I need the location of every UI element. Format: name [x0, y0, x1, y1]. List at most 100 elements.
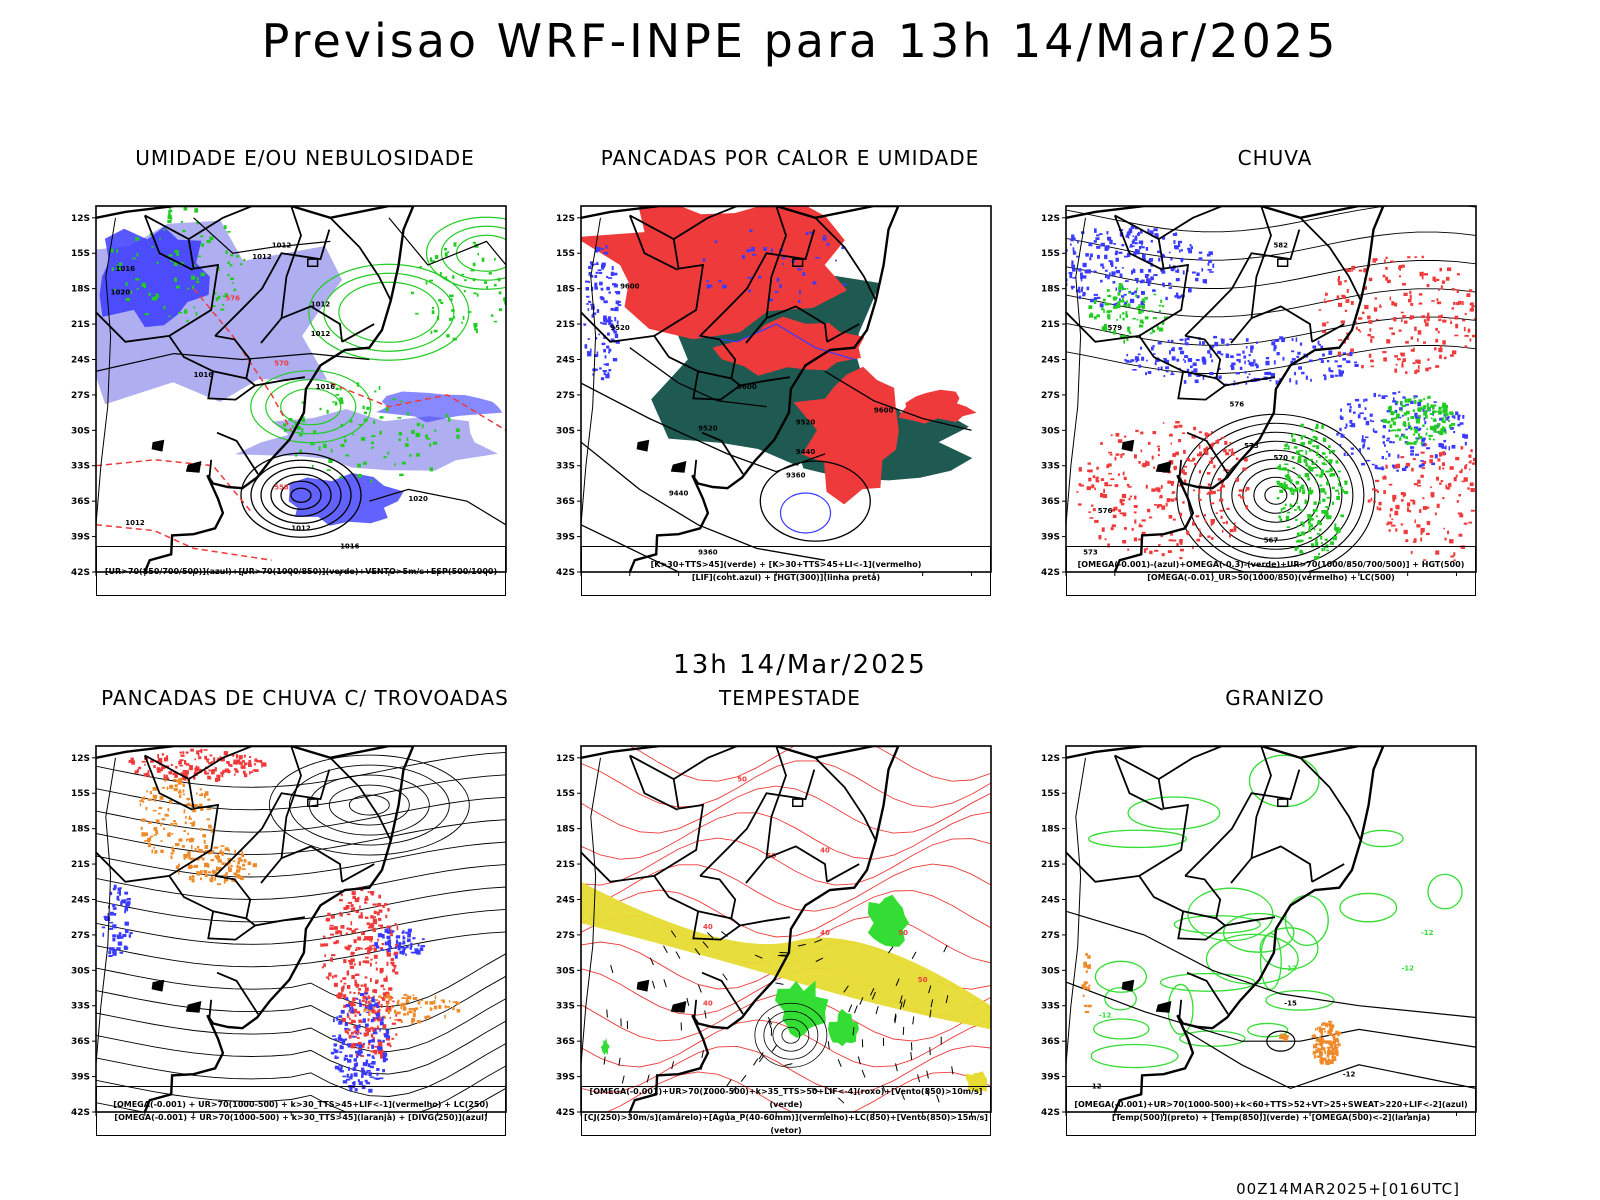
speckle — [1308, 468, 1313, 472]
speckle — [453, 242, 457, 247]
speckle — [242, 770, 246, 775]
speckle — [368, 939, 371, 942]
speckle — [1184, 338, 1187, 342]
speckle — [1308, 536, 1312, 539]
speckle — [1310, 523, 1313, 528]
temp850-contour — [1259, 927, 1319, 970]
speckle — [1169, 498, 1174, 501]
speckle — [148, 821, 152, 824]
speckle — [1491, 500, 1495, 504]
lat-label: 36S — [71, 1037, 90, 1047]
speckle — [417, 944, 420, 947]
speckle — [371, 944, 376, 947]
speckle — [1312, 345, 1317, 349]
speckle — [1437, 423, 1441, 426]
speckle — [1179, 512, 1183, 517]
speckle — [1320, 542, 1323, 545]
speckle — [188, 855, 191, 859]
streamline — [96, 886, 506, 923]
speckle — [1327, 1053, 1330, 1058]
speckle — [1463, 522, 1468, 525]
speckle — [1297, 474, 1301, 479]
speckle — [1319, 358, 1323, 361]
basemap — [581, 206, 900, 572]
speckle — [1085, 253, 1089, 257]
speckle — [191, 823, 195, 827]
speckle — [799, 290, 801, 295]
speckle — [362, 461, 367, 465]
speckle — [718, 279, 722, 283]
speckle — [173, 778, 177, 781]
speckle — [198, 756, 202, 759]
speckle — [587, 308, 590, 312]
speckle — [377, 1017, 382, 1022]
speckle — [214, 777, 219, 782]
speckle — [1420, 474, 1424, 478]
speckle — [1275, 380, 1278, 385]
speckle — [1152, 345, 1155, 348]
contour-label: 558 — [274, 483, 289, 491]
speckle — [1401, 360, 1404, 365]
speckle — [1426, 317, 1430, 322]
country-border — [1186, 971, 1229, 1015]
speckle — [1405, 539, 1409, 543]
speckle — [168, 771, 172, 775]
speckle — [1399, 407, 1403, 411]
speckle — [1183, 465, 1188, 468]
speckle — [1051, 267, 1053, 269]
speckle — [295, 453, 298, 457]
speckle — [1332, 535, 1337, 541]
speckle — [1390, 429, 1393, 432]
speckle — [368, 1072, 372, 1077]
speckle — [391, 1022, 396, 1025]
speckle — [1133, 511, 1137, 514]
speckle — [380, 1018, 383, 1021]
speckle — [232, 860, 236, 862]
speckle — [395, 939, 399, 944]
speckle — [599, 281, 603, 286]
speckle — [603, 318, 608, 323]
cyclone-vortex — [781, 1026, 801, 1044]
speckle — [384, 1033, 389, 1038]
speckle — [207, 863, 209, 868]
speckle — [167, 807, 170, 812]
speckle — [371, 1055, 375, 1059]
contour-label: 579 — [1107, 324, 1122, 332]
speckle — [1139, 319, 1144, 324]
speckle — [196, 872, 200, 876]
speckle — [1419, 509, 1422, 513]
speckle — [1312, 435, 1317, 439]
legend-line: [OMEGA(-0.01)_UR>50(1000/850)(vermelho) … — [1147, 573, 1395, 582]
speckle — [311, 465, 314, 468]
speckle — [1152, 431, 1157, 435]
speckle — [1367, 333, 1371, 337]
speckle — [1171, 500, 1175, 502]
country-border — [143, 755, 194, 811]
speckle — [357, 936, 362, 941]
speckle — [218, 295, 221, 300]
speckle — [382, 997, 386, 1001]
speckle — [1376, 506, 1379, 510]
speckle — [1353, 411, 1356, 414]
speckle — [153, 296, 158, 301]
speckle — [1481, 547, 1485, 549]
speckle — [185, 815, 187, 819]
speckle — [347, 1044, 351, 1048]
speckle — [1279, 458, 1282, 461]
speckle — [1096, 466, 1099, 470]
speckle — [1157, 341, 1162, 345]
speckle — [364, 987, 369, 992]
speckle — [340, 930, 343, 935]
speckle — [1328, 1027, 1334, 1032]
speckle — [1378, 501, 1382, 506]
speckle — [415, 1007, 419, 1010]
speckle — [607, 332, 610, 336]
speckle — [1412, 409, 1415, 413]
speckle — [1171, 482, 1174, 486]
speckle — [1309, 438, 1312, 441]
speckle — [1313, 1044, 1318, 1049]
speckle — [1218, 375, 1222, 380]
speckle — [407, 995, 410, 998]
speckle — [1192, 521, 1195, 526]
speckle — [1381, 456, 1384, 460]
